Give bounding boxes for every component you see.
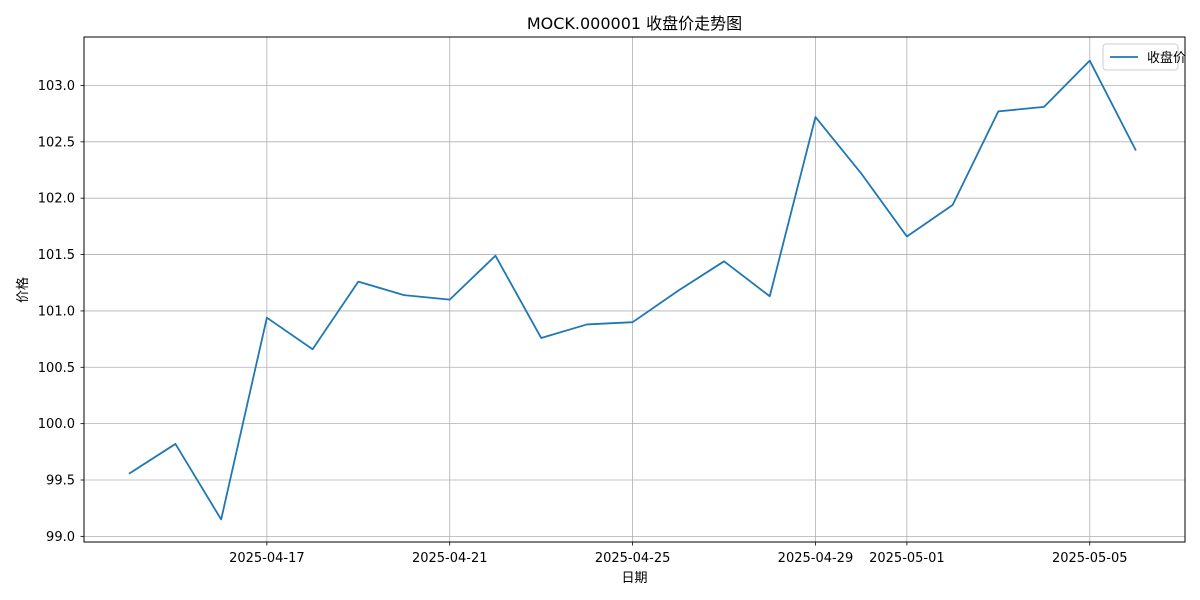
x-tick-label: 2025-04-21: [412, 551, 488, 566]
y-tick-label: 102.5: [38, 135, 75, 150]
legend-box: [1102, 43, 1179, 71]
chart-title: MOCK.000001 收盘价走势图: [527, 14, 742, 33]
series-line: [128, 59, 1137, 521]
plot-area-frame: [83, 36, 1186, 543]
y-tick-label: 102.0: [38, 192, 75, 207]
y-tick-label: 99.5: [46, 474, 75, 489]
y-tick-label: 101.0: [38, 304, 75, 319]
x-tick-label: 2025-04-29: [778, 551, 854, 566]
x-axis-label: 日期: [621, 571, 647, 586]
x-tick-label: 2025-05-01: [869, 551, 945, 566]
x-tick-label: 2025-05-05: [1052, 551, 1128, 566]
y-tick-label: 103.0: [38, 79, 75, 94]
y-tick-label: 101.5: [38, 248, 75, 263]
x-tick-label: 2025-04-25: [595, 551, 671, 566]
y-tick-label: 100.5: [38, 361, 75, 376]
series-layer: [128, 59, 1137, 521]
y-tick-label: 99.0: [46, 530, 75, 545]
grid: [84, 37, 1185, 542]
y-axis-label: 价格: [15, 277, 31, 303]
legend: 收盘价: [1102, 43, 1186, 71]
axis-ticks: 99.0 99.5 100.0 100.5 101.0 101.5 102.0 102.5 10…: [38, 79, 1128, 566]
x-tick-label: 2025-04-17: [229, 551, 305, 566]
y-tick-label: 100.0: [38, 417, 75, 432]
legend-label: 收盘价: [1147, 50, 1186, 66]
